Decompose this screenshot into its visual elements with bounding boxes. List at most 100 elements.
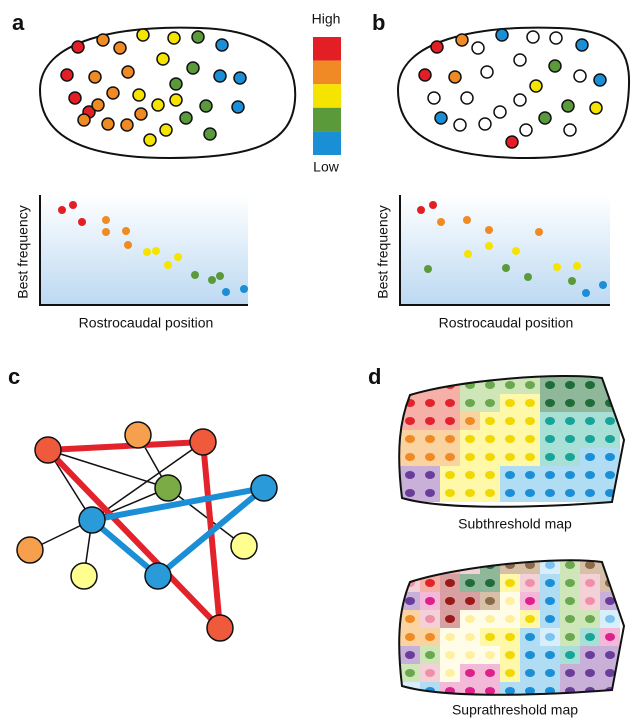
neuron	[156, 52, 170, 66]
map-dot	[585, 471, 595, 479]
scatter-point	[240, 285, 248, 293]
neuron	[495, 28, 509, 42]
map-dot	[465, 687, 475, 695]
map-dot	[485, 453, 495, 461]
neuron	[589, 101, 603, 115]
neuron	[561, 99, 575, 113]
map-dot	[465, 399, 475, 407]
map-dot	[585, 633, 595, 641]
node	[206, 614, 234, 642]
neuron	[460, 91, 474, 105]
map-dot	[425, 633, 435, 641]
map-dot	[545, 453, 555, 461]
neuron	[563, 123, 577, 137]
neuron	[199, 99, 213, 113]
map-dot	[485, 381, 495, 389]
neuron	[167, 31, 181, 45]
map-dot	[565, 651, 575, 659]
map-cell	[420, 560, 440, 574]
neuron	[231, 100, 245, 114]
map-dot	[605, 597, 615, 605]
map-dot	[545, 633, 555, 641]
map-dot	[585, 489, 595, 497]
map-dot	[485, 669, 495, 677]
map-dot	[425, 489, 435, 497]
neuron	[233, 71, 247, 85]
map-dot	[445, 453, 455, 461]
map-dot	[505, 489, 515, 497]
map-dot	[485, 435, 495, 443]
map-dot	[505, 579, 515, 587]
neuron	[548, 59, 562, 73]
x-axis-label: Rostrocaudal position	[79, 315, 214, 331]
map-dot	[545, 399, 555, 407]
map-dot	[505, 687, 515, 695]
scatter-point	[124, 241, 132, 249]
scatter-point	[437, 218, 445, 226]
scatter-point	[502, 264, 510, 272]
panel-label: c	[8, 364, 20, 389]
map-outline	[398, 375, 626, 508]
map-dot	[545, 417, 555, 425]
scatter-point	[464, 250, 472, 258]
scatter-point	[102, 216, 110, 224]
y-axis-label: Best frequency	[15, 205, 31, 298]
neuron	[505, 135, 519, 149]
map-cell	[400, 560, 420, 574]
map-dot	[525, 489, 535, 497]
neuron	[453, 118, 467, 132]
map-dot	[465, 597, 475, 605]
map-dot	[585, 399, 595, 407]
neuron	[169, 77, 183, 91]
neuron	[136, 28, 150, 42]
neuron	[493, 105, 507, 119]
map-dot	[525, 399, 535, 407]
map-dot	[425, 435, 435, 443]
map-dot	[405, 381, 415, 389]
map-dot	[505, 597, 515, 605]
map-dot	[405, 633, 415, 641]
map-dot	[505, 651, 515, 659]
strong-edge	[91, 485, 265, 523]
scatter-point	[69, 201, 77, 209]
map-dot	[505, 399, 515, 407]
colorbar-segment	[313, 84, 341, 108]
map-dot	[565, 417, 575, 425]
map-dot	[605, 561, 615, 569]
map-dot	[545, 489, 555, 497]
map-dot	[445, 561, 455, 569]
map-dot	[585, 651, 595, 659]
map-dot	[505, 615, 515, 623]
neuron	[77, 113, 91, 127]
map-dot	[425, 399, 435, 407]
scatter-point	[524, 273, 532, 281]
cortex-outline	[38, 26, 297, 160]
map-dot	[565, 399, 575, 407]
map-dot	[465, 579, 475, 587]
neuron	[427, 91, 441, 105]
colorbar-segment	[313, 60, 341, 85]
node	[189, 428, 217, 456]
map-cell	[400, 376, 420, 394]
map-dot	[445, 615, 455, 623]
map-dot	[585, 615, 595, 623]
map-dot	[565, 669, 575, 677]
map-dot	[505, 471, 515, 479]
neuron	[88, 70, 102, 84]
colorbar-low: Low	[313, 159, 340, 175]
map-dot	[525, 651, 535, 659]
map-dot	[445, 651, 455, 659]
map-dot	[545, 435, 555, 443]
node	[70, 562, 98, 590]
neuron	[549, 31, 563, 45]
node	[78, 506, 106, 534]
map-dot	[545, 381, 555, 389]
map-dot	[525, 453, 535, 461]
scatter-point	[152, 247, 160, 255]
colorbar-segment	[313, 107, 341, 132]
neuron	[203, 127, 217, 141]
map-dot	[465, 651, 475, 659]
scatter-point	[174, 253, 182, 261]
scatter-point	[222, 288, 230, 296]
